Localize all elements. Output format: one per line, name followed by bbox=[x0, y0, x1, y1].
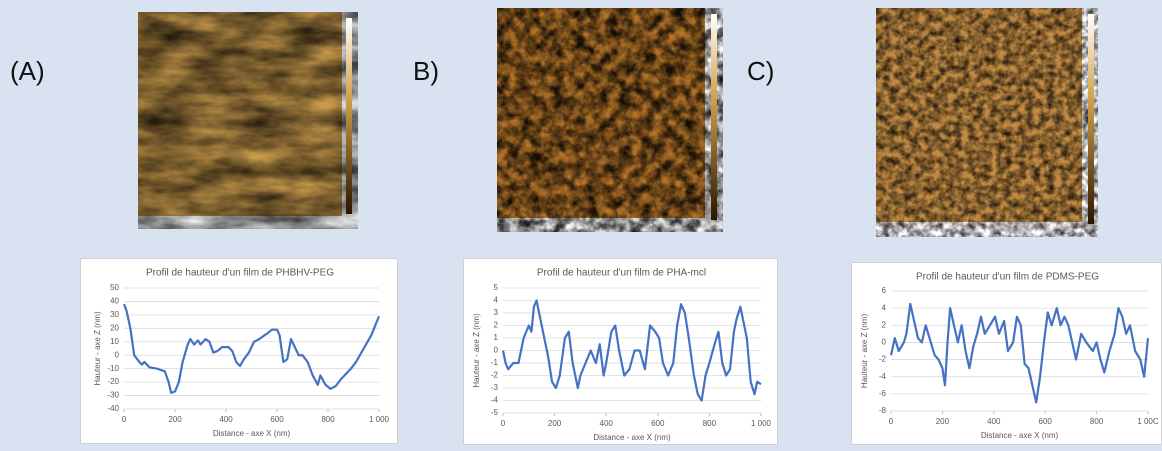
y-tick-label: -3 bbox=[491, 383, 499, 392]
afm-image bbox=[497, 8, 723, 232]
y-tick-label: 4 bbox=[882, 303, 887, 312]
x-axis-title: Distance - axe X (nm) bbox=[213, 429, 291, 438]
chart-panel: Profil de hauteur d'un film de PDMS-PEG -… bbox=[851, 262, 1162, 445]
panel-label: (A) bbox=[10, 56, 45, 86]
afm-image bbox=[876, 8, 1098, 237]
x-tick-label: 0 bbox=[501, 419, 506, 428]
x-tick-label: 1 000 bbox=[751, 419, 772, 428]
y-tick-label: 5 bbox=[494, 283, 499, 292]
chart-title: Profil de hauteur d'un film de PDMS-PEG bbox=[916, 272, 1099, 283]
x-tick-label: 400 bbox=[219, 415, 233, 424]
x-tick-label: 600 bbox=[270, 415, 284, 424]
x-tick-label: 600 bbox=[651, 419, 665, 428]
y-tick-label: -40 bbox=[107, 404, 119, 413]
y-tick-label: -2 bbox=[491, 371, 499, 380]
y-tick-label: 1 bbox=[494, 333, 499, 342]
x-tick-label: 1 000 bbox=[369, 415, 390, 424]
x-tick-label: 800 bbox=[1090, 417, 1104, 426]
x-tick-label: 400 bbox=[987, 417, 1001, 426]
x-tick-label: 800 bbox=[321, 415, 335, 424]
x-tick-label: 1 00C bbox=[1137, 417, 1159, 426]
y-tick-label: 50 bbox=[110, 283, 119, 292]
chart: Profil de hauteur d'un film de PHA-mcl -5… bbox=[472, 268, 772, 442]
data-line bbox=[501, 299, 762, 402]
y-tick-label: 20 bbox=[110, 323, 119, 332]
x-tick-label: 400 bbox=[600, 419, 614, 428]
x-axis-title: Distance - axe X (nm) bbox=[593, 433, 671, 442]
data-line bbox=[122, 303, 381, 394]
y-tick-label: -6 bbox=[879, 389, 887, 398]
panel-label: B) bbox=[413, 56, 439, 86]
chart-title: Profil de hauteur d'un film de PHA-mcl bbox=[537, 268, 706, 279]
data-line bbox=[889, 302, 1150, 404]
chart-panel: Profil de hauteur d'un film de PHA-mcl -5… bbox=[463, 258, 778, 445]
y-tick-label: -10 bbox=[107, 364, 119, 373]
x-axis-title: Distance - axe X (nm) bbox=[981, 431, 1059, 440]
y-tick-label: 10 bbox=[110, 337, 119, 346]
y-tick-label: 6 bbox=[882, 286, 887, 295]
x-tick-label: 800 bbox=[703, 419, 717, 428]
panel-label: C) bbox=[747, 56, 775, 86]
x-tick-label: 600 bbox=[1039, 417, 1053, 426]
y-tick-label: -1 bbox=[491, 358, 499, 367]
chart-panel: Profil de hauteur d'un film de PHBHV-PEG… bbox=[80, 258, 398, 444]
afm-image bbox=[138, 12, 358, 229]
x-tick-label: 0 bbox=[122, 415, 127, 424]
y-tick-label: 0 bbox=[115, 350, 120, 359]
y-axis-title: Hauteur - axe Z (nm) bbox=[860, 314, 869, 389]
y-tick-label: 2 bbox=[494, 321, 499, 330]
y-tick-label: -8 bbox=[879, 406, 887, 415]
chart-title: Profil de hauteur d'un film de PHBHV-PEG bbox=[146, 268, 334, 279]
y-tick-label: -20 bbox=[107, 377, 119, 386]
x-tick-label: 200 bbox=[168, 415, 182, 424]
y-tick-label: -4 bbox=[879, 372, 887, 381]
y-tick-label: 30 bbox=[110, 310, 119, 319]
y-tick-label: 0 bbox=[494, 346, 499, 355]
y-tick-label: 4 bbox=[494, 296, 499, 305]
chart: Profil de hauteur d'un film de PHBHV-PEG… bbox=[93, 268, 390, 438]
chart: Profil de hauteur d'un film de PDMS-PEG -… bbox=[860, 272, 1159, 440]
y-tick-label: 40 bbox=[110, 297, 119, 306]
y-tick-label: 2 bbox=[882, 320, 887, 329]
y-tick-label: -5 bbox=[491, 408, 499, 417]
y-tick-label: -2 bbox=[879, 355, 887, 364]
y-tick-label: -4 bbox=[491, 396, 499, 405]
x-tick-label: 200 bbox=[936, 417, 950, 426]
x-tick-label: 200 bbox=[548, 419, 562, 428]
y-axis-title: Hauteur - axe Z (nm) bbox=[472, 313, 481, 388]
y-tick-label: 0 bbox=[882, 338, 887, 347]
y-axis-title: Hauteur - axe Z (nm) bbox=[93, 311, 102, 386]
x-tick-label: 0 bbox=[889, 417, 894, 426]
y-tick-label: 3 bbox=[494, 308, 499, 317]
y-tick-label: -30 bbox=[107, 391, 119, 400]
